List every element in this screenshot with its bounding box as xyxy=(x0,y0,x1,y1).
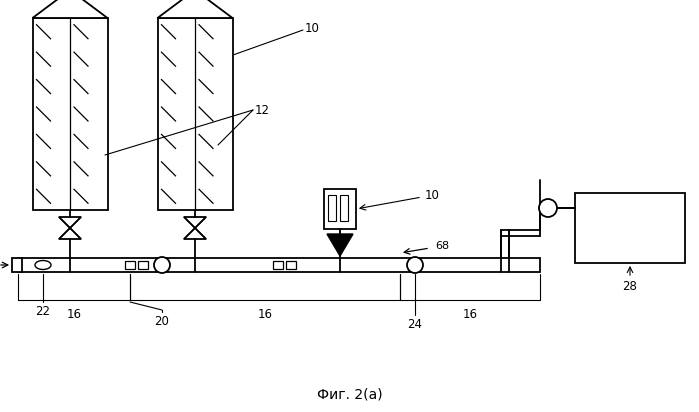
Bar xyxy=(286,261,296,269)
Text: 10: 10 xyxy=(305,21,320,35)
Text: 24: 24 xyxy=(408,318,422,331)
Text: 16: 16 xyxy=(257,308,273,321)
Circle shape xyxy=(539,199,557,217)
Text: 16: 16 xyxy=(463,308,477,321)
Bar xyxy=(157,18,233,210)
Text: 68: 68 xyxy=(435,241,449,251)
Polygon shape xyxy=(59,228,81,239)
Polygon shape xyxy=(32,0,108,18)
Bar xyxy=(273,261,283,269)
Text: 16: 16 xyxy=(66,308,82,321)
Text: 28: 28 xyxy=(623,280,637,293)
Circle shape xyxy=(154,257,170,273)
Bar xyxy=(125,261,135,269)
Text: 12: 12 xyxy=(255,103,270,117)
Bar xyxy=(32,18,108,210)
Bar xyxy=(575,193,685,263)
Polygon shape xyxy=(59,217,81,228)
Text: Фиг. 2(а): Фиг. 2(а) xyxy=(317,388,383,402)
Polygon shape xyxy=(184,228,206,239)
Bar xyxy=(324,189,356,229)
Bar xyxy=(12,258,22,272)
Bar xyxy=(328,195,336,221)
Polygon shape xyxy=(327,234,353,256)
Text: 10: 10 xyxy=(425,189,440,201)
Ellipse shape xyxy=(35,260,51,269)
Text: 20: 20 xyxy=(154,315,169,328)
Text: 22: 22 xyxy=(36,305,50,318)
Bar xyxy=(340,195,348,221)
Polygon shape xyxy=(184,217,206,228)
Bar xyxy=(138,261,148,269)
Polygon shape xyxy=(157,0,233,18)
Circle shape xyxy=(407,257,423,273)
Bar xyxy=(18,258,540,272)
